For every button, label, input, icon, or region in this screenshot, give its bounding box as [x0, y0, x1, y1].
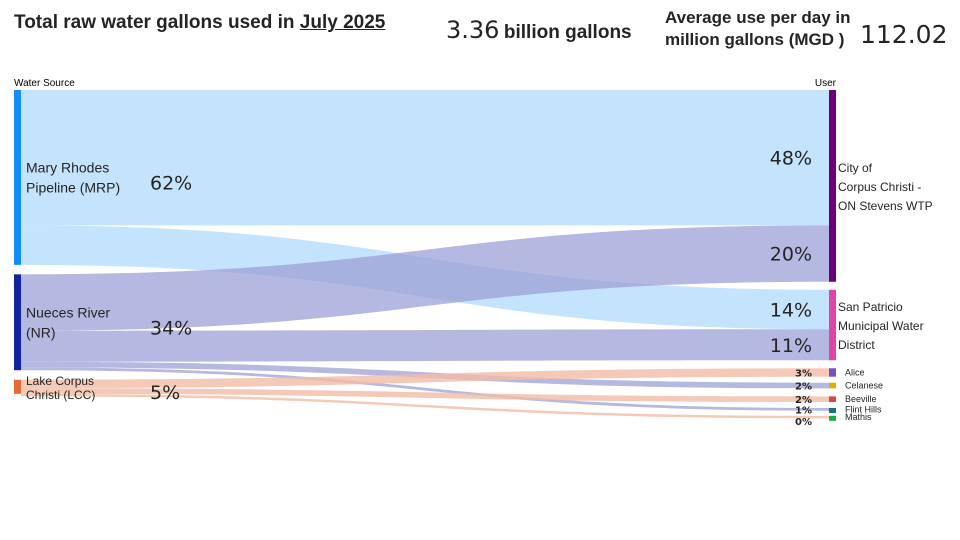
target-node-alice[interactable]	[829, 368, 836, 377]
title-prefix: Total raw water gallons used in	[14, 12, 295, 33]
target-label-beeville: Beeville	[845, 394, 877, 404]
source-label-lcc-line1: Lake Corpus	[26, 374, 94, 388]
link-pct-nr-celanese: 2%	[795, 382, 812, 393]
source-node-nr[interactable]	[14, 274, 21, 371]
link-pct-nr-sp: 11%	[770, 335, 812, 357]
target-label-sp-line2: Municipal Water	[838, 319, 924, 333]
target-label-cc-line1: City of	[838, 161, 873, 175]
link-pct-lcc-alice: 3%	[795, 368, 812, 379]
target-label-cc-line2: Corpus Christi -	[838, 180, 921, 194]
target-node-cc[interactable]	[829, 90, 836, 282]
avg-use-label-line2: million gallons (MGD )	[665, 30, 845, 49]
link-pct-nr-flint: 1%	[795, 405, 812, 416]
source-pct-mrp: 62%	[150, 172, 192, 194]
target-node-mathis[interactable]	[829, 415, 836, 421]
target-label-sp-line3: District	[838, 338, 875, 352]
link-lcc-alice[interactable]	[21, 368, 829, 389]
link-pct-nr-cc: 20%	[770, 244, 812, 266]
source-pct-nr: 34%	[150, 317, 192, 339]
target-label-cc-line3: ON Stevens WTP	[838, 199, 933, 213]
link-nr-sp[interactable]	[21, 329, 829, 362]
link-lcc-beeville[interactable]	[21, 388, 829, 402]
target-label-mathis: Mathis	[845, 412, 872, 422]
target-label-sp-line1: San Patricio	[838, 300, 903, 314]
link-mrp-cc[interactable]	[21, 90, 829, 226]
avg-use-label: Average use per day in million gallons (…	[665, 7, 851, 51]
target-node-sp[interactable]	[829, 289, 836, 361]
total-gallons-unit: billion gallons	[503, 22, 632, 43]
avg-use-value: 112.02	[860, 20, 948, 49]
link-pct-lcc-beeville: 2%	[795, 395, 812, 406]
total-gallons-value: 3.36	[446, 16, 500, 44]
source-label-mrp-line1: Mary Rhodes	[26, 159, 109, 175]
source-label-nr-line1: Nueces River	[26, 304, 110, 320]
link-pct-lcc-mathis: 0%	[795, 417, 812, 428]
source-pct-lcc: 5%	[150, 382, 180, 404]
target-node-flint[interactable]	[829, 408, 836, 413]
sankey-labels: Water Source User Mary Rhodes Pipeline (MRP…	[14, 78, 933, 428]
right-axis-label: User	[815, 78, 837, 89]
link-lcc-mathis[interactable]	[21, 393, 829, 419]
source-label-lcc-line2: Christi (LCC)	[26, 388, 95, 402]
target-node-celanese[interactable]	[829, 382, 836, 389]
source-node-mrp[interactable]	[14, 90, 21, 265]
title-month[interactable]: July 2025	[299, 12, 386, 33]
sankey-links	[21, 90, 829, 419]
source-node-lcc[interactable]	[14, 379, 21, 394]
link-nr-cc[interactable]	[21, 225, 829, 331]
sankey-nodes	[14, 90, 836, 421]
left-axis-label: Water Source	[14, 78, 75, 89]
link-pct-mrp-cc: 48%	[770, 148, 812, 170]
avg-use-label-line1: Average use per day in	[665, 8, 851, 27]
target-label-alice: Alice	[845, 367, 865, 377]
link-pct-mrp-sp: 14%	[770, 300, 812, 322]
source-label-mrp-line2: Pipeline (MRP)	[26, 179, 120, 195]
target-node-beeville[interactable]	[829, 396, 836, 402]
page-title: Total raw water gallons used in July 202…	[14, 12, 385, 34]
link-nr-flint[interactable]	[21, 367, 829, 411]
target-label-celanese: Celanese	[845, 381, 883, 391]
target-label-flint: Flint Hills	[845, 404, 882, 414]
total-gallons-card: 3.36 billion gallons	[446, 16, 632, 44]
source-label-nr-line2: (NR)	[26, 324, 56, 340]
